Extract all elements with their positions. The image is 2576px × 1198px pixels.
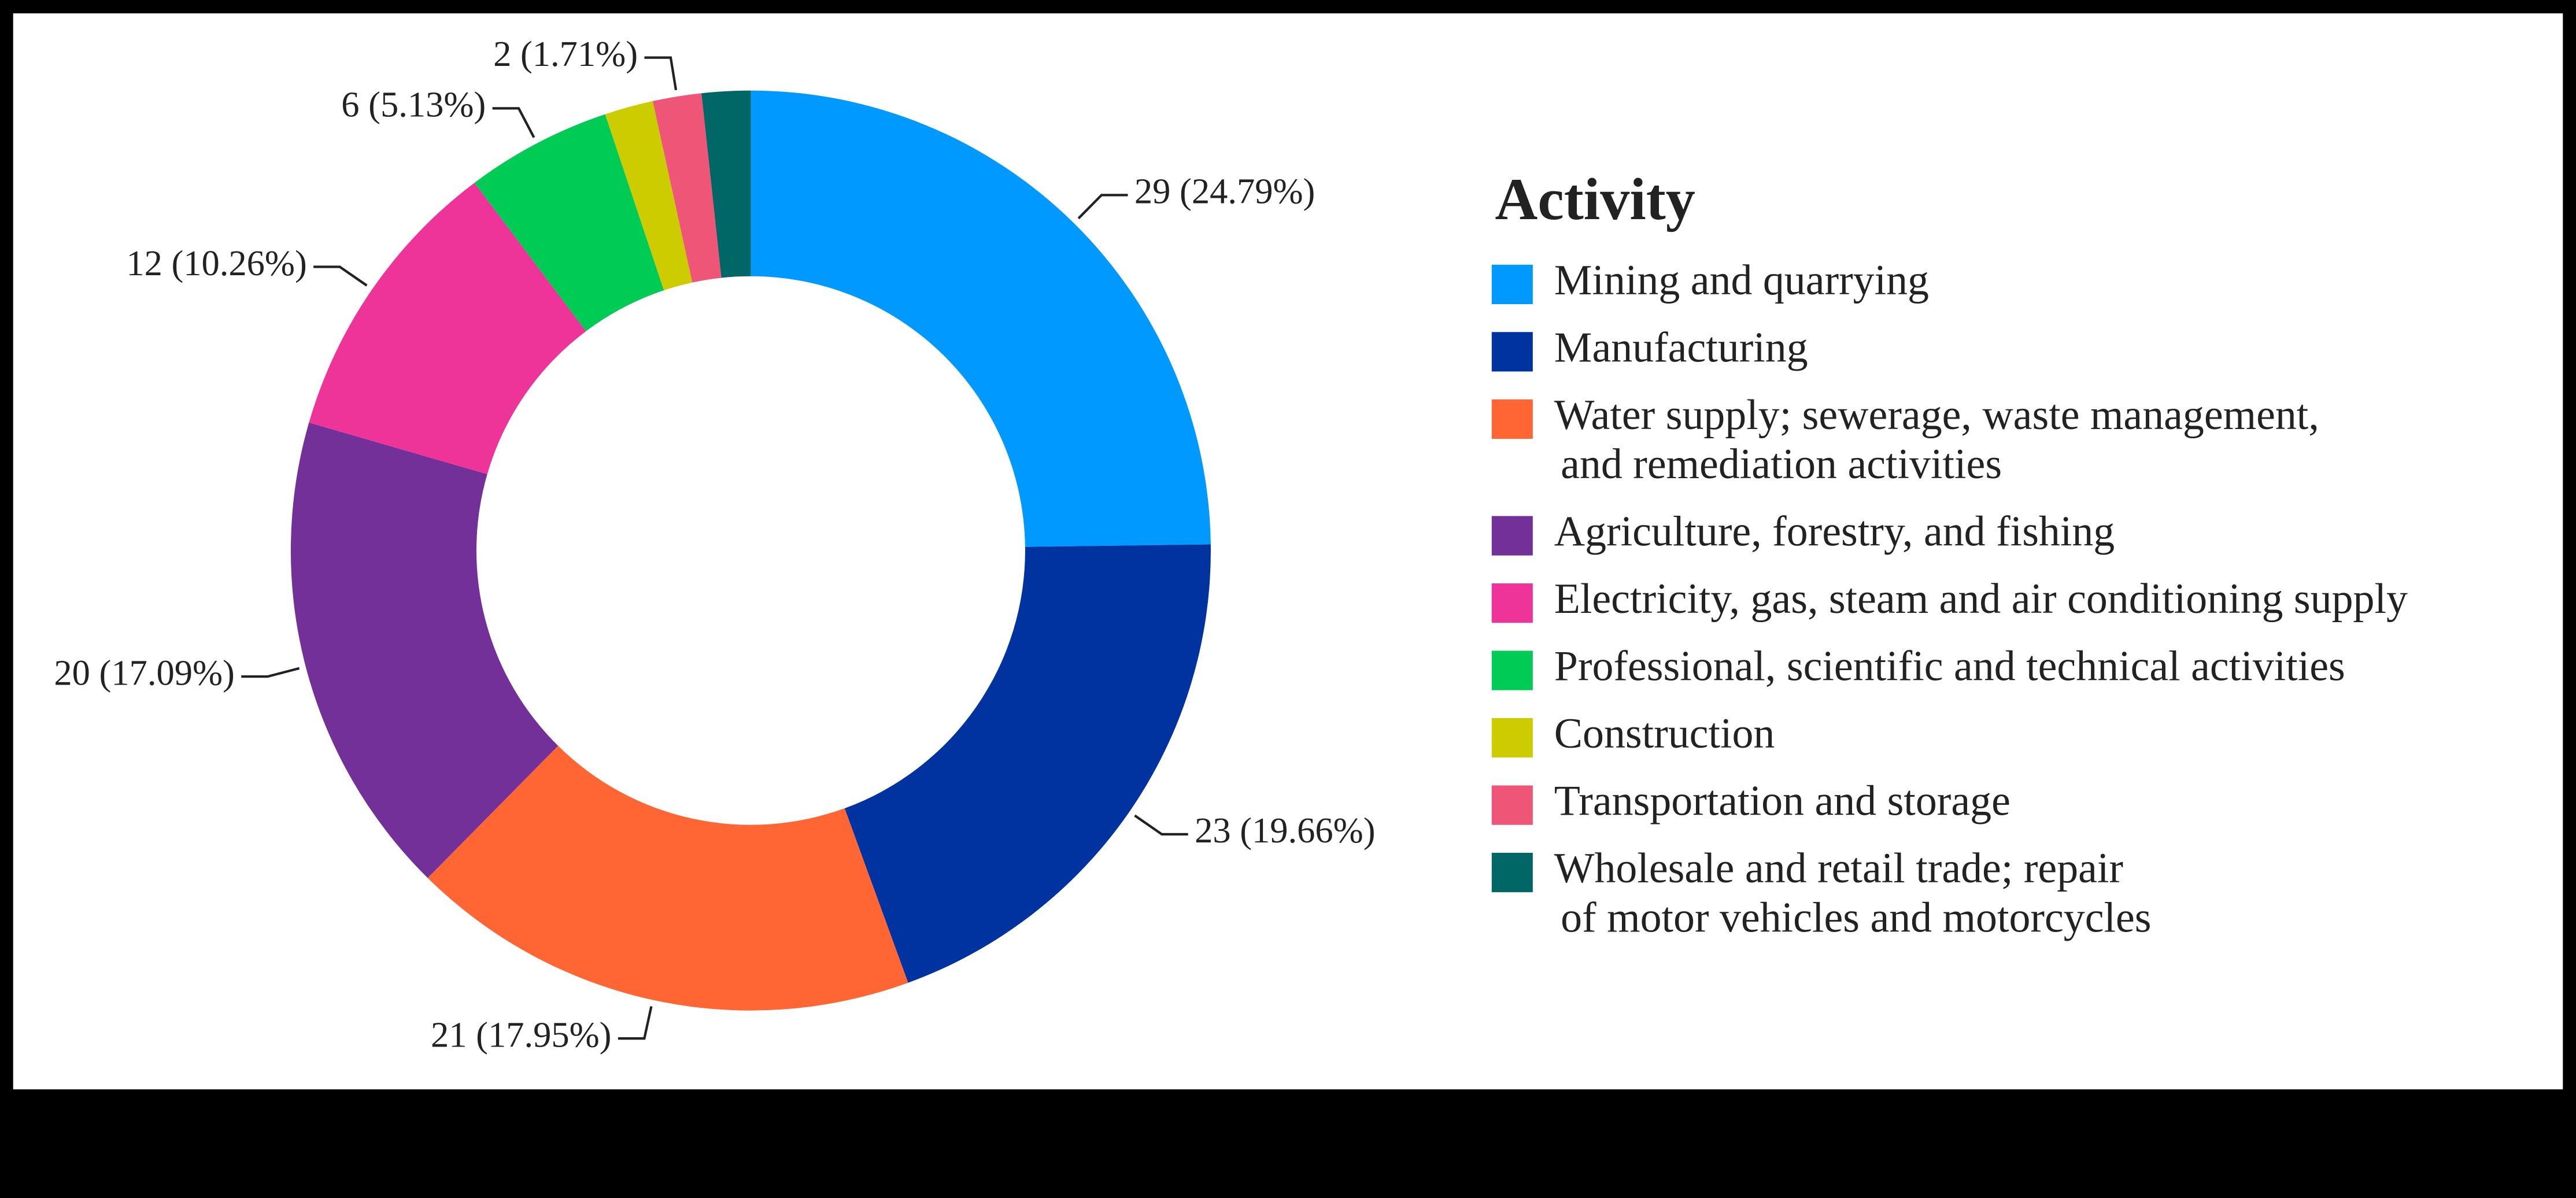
legend-label: Agriculture, forestry, and fishing (1554, 508, 2115, 555)
leader-line (644, 56, 678, 91)
legend-label: Water supply; sewerage, waste management… (1554, 391, 2319, 487)
legend-label: Electricity, gas, steam and air conditio… (1554, 575, 2408, 622)
data-label: 2 (1.71%) (493, 34, 638, 74)
data-label: 12 (10.26%) (126, 243, 306, 283)
legend-label: Construction (1554, 709, 1775, 757)
donut-slice (474, 114, 664, 331)
data-label: 20 (17.09%) (54, 652, 234, 693)
legend-label: Mining and quarrying (1554, 256, 1929, 304)
data-label: 21 (17.95%) (431, 1014, 611, 1055)
donut-slice (605, 101, 693, 291)
legend-label: Transportation and storage (1554, 777, 2010, 824)
donut-slice (844, 544, 1211, 983)
leader-line (1134, 814, 1188, 835)
legend-swatch (1491, 583, 1533, 623)
donut-slice (427, 745, 908, 1011)
data-label: 6 (5.13%) (341, 84, 486, 125)
leader-line (1077, 194, 1128, 220)
legend-swatch (1491, 650, 1533, 690)
donut-slice (652, 93, 722, 283)
legend-label: Professional, scientific and technical a… (1554, 642, 2345, 690)
leader-line (618, 1006, 653, 1040)
legend-swatch (1491, 718, 1533, 758)
leader-line (313, 265, 368, 287)
donut-slice (290, 422, 559, 878)
donut-slice (751, 90, 1211, 547)
donut-slice (309, 183, 586, 475)
legend-swatch (1491, 516, 1533, 556)
legend-swatch (1491, 852, 1533, 893)
legend-swatch (1491, 785, 1533, 825)
legend-swatch (1491, 332, 1533, 372)
legend-label: Wholesale and retail trade; repair of mot… (1554, 844, 2152, 941)
donut-slice (701, 90, 751, 278)
data-label: 23 (19.66%) (1195, 810, 1375, 851)
leader-line (241, 667, 300, 678)
legend-title: Activity (1495, 167, 1695, 232)
legend-swatch (1491, 399, 1533, 439)
data-label: 29 (24.79%) (1134, 171, 1315, 212)
legend-swatch (1491, 264, 1533, 305)
leader-line (492, 107, 535, 138)
legend-label: Manufacturing (1554, 323, 1808, 371)
